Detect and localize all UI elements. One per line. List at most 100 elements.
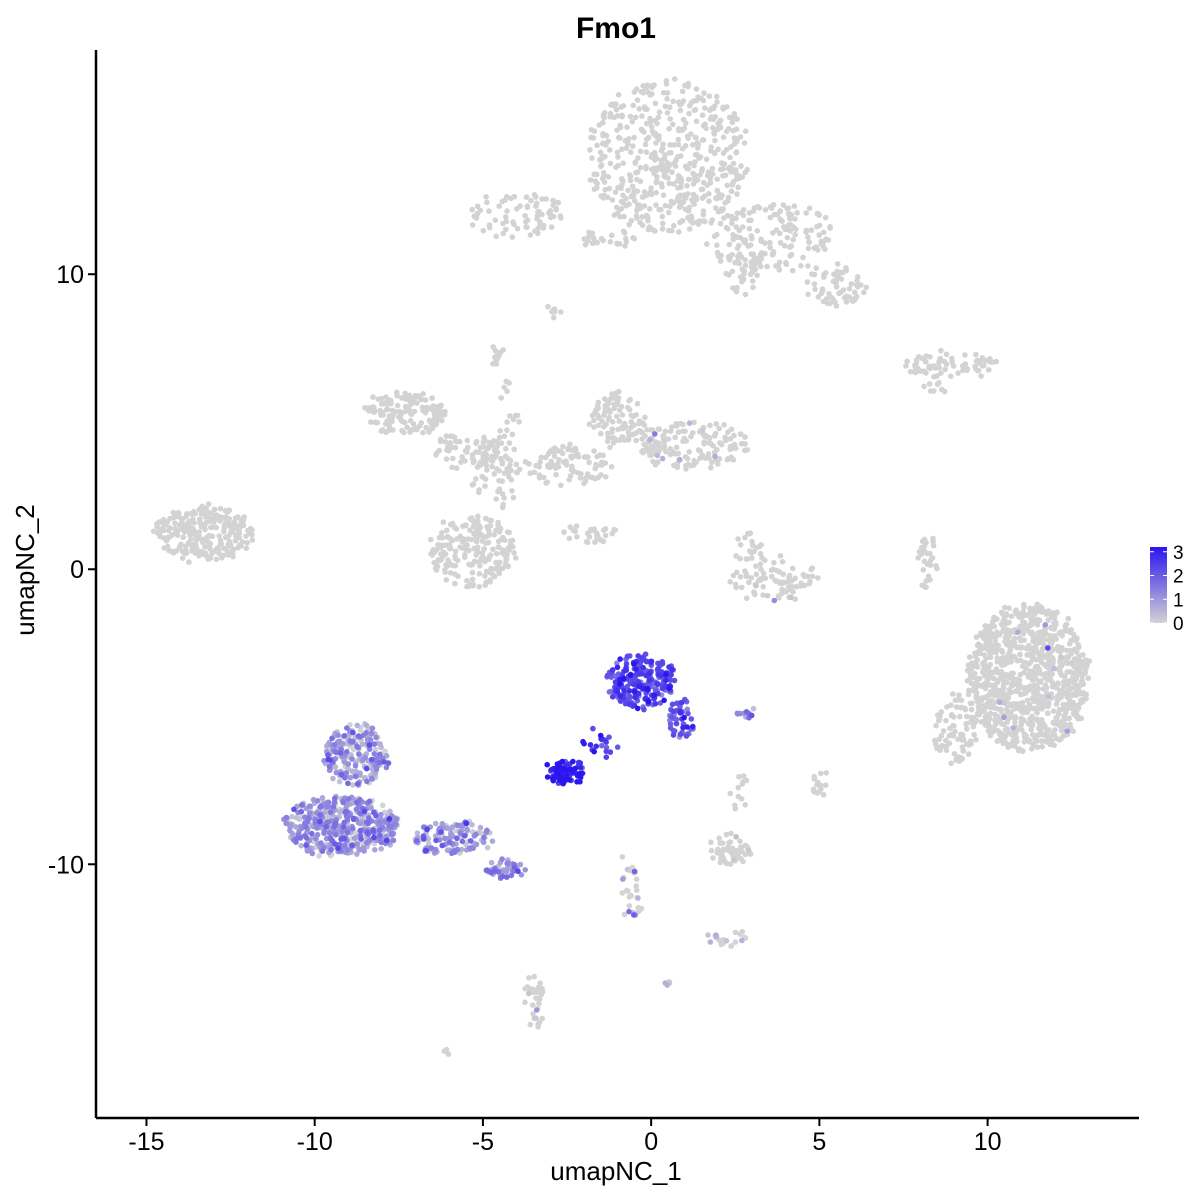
cell-point	[959, 756, 966, 762]
cell-point	[504, 860, 510, 867]
cell-point	[904, 358, 910, 365]
cell-point	[407, 417, 414, 424]
cell-point	[1010, 725, 1016, 731]
cell-point	[630, 143, 636, 149]
cell-point	[180, 534, 186, 540]
cell-point	[172, 525, 178, 532]
cell-point	[981, 668, 988, 675]
cell-point	[627, 396, 633, 403]
cell-point	[726, 241, 733, 248]
cell-point	[181, 521, 188, 528]
cell-point	[735, 184, 741, 191]
cell-point	[396, 408, 403, 415]
cell-point	[681, 125, 688, 131]
cell-point	[569, 447, 575, 454]
cell-point	[560, 767, 567, 773]
cell-point	[641, 422, 648, 428]
cell-point	[655, 665, 661, 672]
cell-point	[689, 197, 695, 203]
cell-point	[739, 266, 745, 272]
cell-point	[587, 147, 593, 153]
cell-point	[762, 207, 769, 213]
cell-point	[609, 419, 616, 425]
cell-point	[643, 120, 650, 127]
cell-point	[450, 537, 456, 544]
cell-point	[1014, 657, 1020, 664]
cell-point	[683, 466, 689, 472]
cell-point	[433, 837, 439, 844]
cell-point	[614, 113, 621, 119]
cell-point	[726, 272, 732, 278]
cell-point	[770, 230, 776, 236]
cell-point	[787, 214, 793, 221]
cell-point	[196, 529, 202, 535]
cell-point	[627, 173, 634, 180]
cell-point	[441, 412, 448, 418]
cell-point	[497, 427, 504, 434]
cell-point	[793, 226, 799, 232]
cell-point	[653, 133, 660, 140]
cell-point	[757, 550, 764, 557]
cell-point	[690, 142, 696, 148]
cell-point	[448, 545, 454, 552]
cell-point	[679, 218, 686, 224]
cell-point	[732, 929, 739, 936]
cell-point	[1046, 650, 1053, 657]
cell-point	[1059, 646, 1066, 653]
cell-point	[1060, 733, 1066, 739]
cell-point	[770, 566, 776, 573]
cell-point	[226, 532, 232, 539]
cell-point	[464, 826, 470, 832]
cell-point	[692, 107, 699, 113]
cell-point	[527, 232, 534, 238]
cell-point	[1003, 611, 1009, 617]
cell-point	[827, 223, 833, 230]
cell-point	[615, 154, 621, 160]
cell-point	[658, 147, 665, 154]
cell-point	[546, 462, 553, 469]
cell-point	[712, 430, 719, 437]
cell-point	[378, 839, 385, 846]
cell-point	[1020, 691, 1026, 697]
cell-point	[724, 182, 731, 189]
cell-point	[723, 831, 730, 838]
cell-point	[588, 526, 594, 533]
cell-point	[923, 359, 929, 365]
cell-point	[633, 876, 640, 882]
cell-point	[1011, 676, 1017, 683]
legend-tick-label: 1	[1173, 590, 1184, 611]
cell-point	[544, 774, 551, 780]
cell-point	[469, 206, 476, 213]
cell-point	[681, 714, 687, 721]
cell-point	[178, 541, 184, 548]
cell-point	[652, 700, 659, 707]
cell-point	[771, 559, 777, 566]
cell-point	[326, 764, 333, 770]
cell-point	[699, 112, 706, 118]
cell-point	[591, 171, 597, 178]
cell-point	[996, 631, 1003, 638]
cell-point	[653, 202, 659, 208]
cell-point	[504, 552, 510, 558]
cell-point	[767, 239, 773, 246]
cell-point	[963, 726, 970, 732]
cell-point	[603, 754, 610, 760]
cell-point	[371, 809, 377, 816]
cell-point	[958, 704, 965, 711]
cell-point	[207, 546, 213, 552]
cell-point	[751, 589, 757, 595]
cell-point	[991, 704, 997, 711]
cell-point	[631, 134, 637, 141]
cell-point	[742, 291, 749, 298]
cell-point	[492, 566, 498, 572]
cell-point	[1055, 680, 1061, 686]
cell-point	[188, 525, 194, 531]
cell-point	[607, 444, 613, 451]
cell-point	[414, 426, 420, 433]
cell-point	[592, 409, 598, 416]
cell-point	[370, 394, 376, 400]
cell-point	[216, 533, 222, 539]
cell-point	[450, 455, 456, 462]
cell-point	[198, 548, 204, 555]
cell-point	[594, 142, 600, 149]
